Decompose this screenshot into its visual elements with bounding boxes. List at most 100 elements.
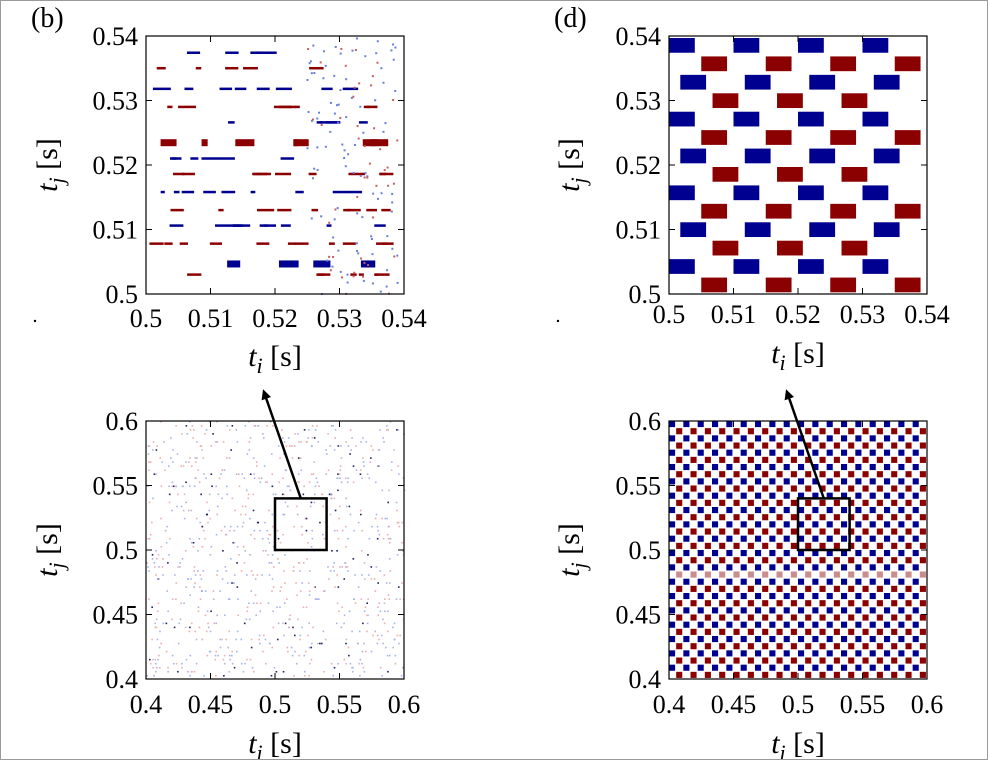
heatmap-cell (805, 428, 812, 435)
heatmap-cell (371, 75, 374, 78)
heatmap-cell (358, 630, 361, 633)
heatmap-cell (248, 441, 251, 443)
heatmap-cell (201, 449, 203, 451)
heatmap-cell (762, 442, 769, 449)
heatmap-cell (363, 670, 366, 673)
heatmap-cell (277, 537, 280, 540)
heatmap-cell (798, 664, 805, 671)
heatmap-cell (336, 529, 339, 532)
heatmap-cell (278, 562, 281, 564)
heatmap-cell (271, 554, 274, 556)
y-tick-label: 0.5 (629, 280, 662, 309)
heatmap-cell (905, 485, 912, 492)
heatmap-cell (182, 509, 185, 512)
heatmap-cell (841, 449, 848, 456)
heatmap-cell (755, 607, 762, 614)
heatmap-cell (912, 607, 919, 614)
heatmap-cell (826, 421, 833, 428)
heatmap-cell (210, 610, 212, 613)
heatmap-cell (387, 670, 389, 673)
heatmap-cell (231, 662, 234, 665)
heatmap-cell (747, 528, 754, 535)
heatmap-cell (826, 621, 833, 628)
heatmap-cell (276, 638, 279, 641)
heatmap-cell (215, 421, 218, 423)
heatmap-cell (196, 457, 198, 459)
heatmap-cell (762, 557, 769, 564)
heatmap-cell (841, 578, 848, 585)
heatmap-cell (862, 499, 869, 506)
heatmap-cell (905, 528, 912, 535)
heatmap-cell (323, 670, 325, 673)
heatmap-cell (216, 614, 218, 617)
heatmap-cell (891, 671, 898, 678)
heatmap-cell (343, 208, 351, 212)
heatmap-cell (869, 478, 876, 485)
y-tick-label: 0.55 (93, 472, 139, 501)
heatmap-cell (148, 570, 150, 572)
heatmap-cell (223, 674, 225, 677)
heatmap-cell (235, 638, 237, 641)
heatmap-cell (395, 598, 398, 600)
heatmap-cell (193, 586, 195, 588)
heatmap-cell (755, 564, 762, 571)
heatmap-cell (776, 528, 783, 535)
heatmap-cell (361, 529, 363, 532)
heatmap-cell (905, 628, 912, 635)
heatmap-cell (833, 442, 840, 449)
heatmap-cell (168, 485, 170, 488)
heatmap-cell (259, 602, 262, 605)
heatmap-cell (328, 255, 331, 258)
heatmap-cell (841, 521, 848, 528)
heatmap-cell (220, 473, 222, 476)
heatmap-cell (719, 557, 726, 564)
heatmap-cell (236, 650, 238, 653)
heatmap-cell (826, 578, 833, 585)
heatmap-cell (876, 557, 883, 564)
heatmap-cell (212, 598, 215, 600)
heatmap-cell (172, 485, 175, 488)
heatmap-cell (683, 550, 690, 557)
heatmap-cell (335, 622, 338, 625)
heatmap-cell (826, 507, 833, 514)
heatmap-cell (334, 429, 337, 431)
heatmap-cell (762, 614, 769, 621)
heatmap-cell (379, 148, 382, 151)
heatmap-cell (833, 485, 840, 492)
heatmap-cell (345, 566, 347, 568)
heatmap-cell (267, 51, 277, 54)
heatmap-cell (231, 582, 233, 584)
heatmap-cell (344, 477, 347, 480)
heatmap-cell (311, 642, 313, 645)
heatmap-cell (755, 550, 762, 557)
heatmap-cell (154, 622, 156, 625)
heatmap-cell (398, 525, 401, 528)
heatmap-cell (356, 642, 359, 645)
heatmap-cell (393, 449, 395, 451)
heatmap-cell (337, 249, 340, 252)
heatmap-cell (898, 650, 905, 657)
heatmap-cell (185, 425, 188, 427)
heatmap-cell (704, 585, 711, 592)
heatmap-cell (329, 101, 332, 104)
heatmap-cell (755, 636, 762, 643)
heatmap-cell (352, 465, 355, 467)
heatmap-cell (147, 537, 150, 540)
heatmap-cell (733, 600, 740, 607)
heatmap-cell (912, 550, 919, 557)
heatmap-cell (912, 535, 919, 542)
heatmap-cell (248, 618, 251, 621)
heatmap-cell (374, 590, 377, 592)
heatmap-cell (226, 582, 229, 584)
heatmap-cell (160, 139, 177, 147)
heatmap-cell (222, 658, 225, 661)
heatmap-cell (381, 517, 384, 520)
heatmap-cell (862, 442, 869, 449)
heatmap-cell (323, 537, 326, 540)
heatmap-cell (374, 630, 377, 633)
heatmap-cell (912, 492, 919, 499)
heatmap-cell (271, 485, 274, 488)
heatmap-cell (841, 421, 848, 428)
heatmap-cell (740, 507, 747, 514)
heatmap-cell (194, 582, 196, 584)
